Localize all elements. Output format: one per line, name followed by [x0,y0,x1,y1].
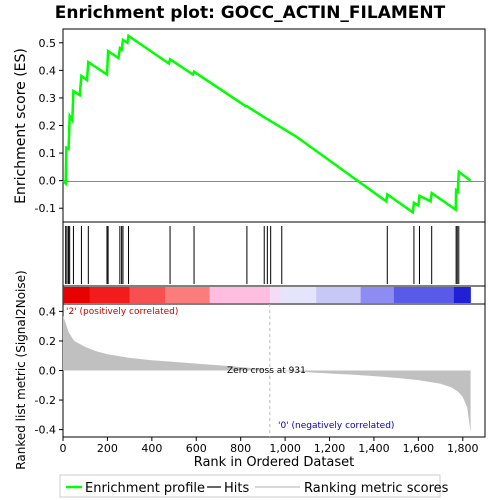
colorbar-segment [280,287,317,303]
es-y-tick-label: 0.0 [39,175,57,188]
metric-y-tick-label: 0.2 [39,335,57,348]
positive-annotation: '2' (positively correlated) [66,307,178,317]
es-y-tick-label: -0.1 [35,202,56,215]
colorbar-segment [209,287,271,303]
colorbar-segment [453,287,471,303]
chart-title: Enrichment plot: GOCC_ACTIN_FILAMENT [55,3,446,23]
colorbar-segment [89,287,130,303]
es-y-tick-label: 0.5 [39,37,57,50]
x-axis: 0 200 400 600 800 1,000 1,200 1,400 1,600 1,800 [60,437,479,455]
x-tick-label: 1,000 [269,442,301,455]
es-y-tick-label: 0.2 [39,120,57,133]
es-y-tick-label: 0.4 [39,64,57,77]
es-y-axis: -0.1 0.0 0.1 0.2 0.3 0.4 0.5 [35,37,63,215]
x-tick-label: 1,400 [358,442,390,455]
es-axis-label: Enrichment score (ES) [13,48,29,204]
x-tick-label: 0 [60,442,67,455]
legend-label-hits: Hits [224,481,249,496]
colorbar-segment [165,287,210,303]
colorbar-panel [62,285,486,305]
metric-y-tick-label: 0.4 [39,305,57,318]
legend-frame [59,474,441,498]
x-tick-label: 800 [230,442,251,455]
legend-label-enrichment: Enrichment profile [85,481,205,496]
colorbar-segment [360,287,395,303]
x-tick-label: 1,600 [403,442,435,455]
metric-y-axis: -0.4 -0.2 0.0 0.2 0.4 [35,305,63,437]
x-tick-label: 600 [186,442,207,455]
x-tick-label: 200 [97,442,118,455]
es-y-tick-label: 0.3 [39,92,57,105]
metric-axis-label: Ranked list metric (Signal2Noise) [14,270,28,469]
colorbar-segment [269,287,281,303]
metric-y-tick-label: 0.0 [39,365,57,378]
colorbar-segment [393,287,455,303]
colorbar-segment [316,287,361,303]
enrichment-profile-line [62,33,472,215]
metric-y-tick-label: -0.4 [35,424,56,437]
es-y-tick-label: 0.1 [39,147,57,160]
legend-label-ranking: Ranking metric scores [304,481,449,496]
zero-cross-annotation: Zero cross at 931 [227,366,306,376]
es-panel: -0.1 0.0 0.1 0.2 0.3 0.4 0.5 Enrichment score … [13,28,486,223]
x-tick-label: 400 [141,442,162,455]
legend: Enrichment profile Hits Ranking metric s… [59,474,449,498]
colorbar-segment [63,287,90,303]
colorbar-segment [129,287,166,303]
metric-y-tick-label: -0.2 [35,394,56,407]
negative-annotation: '0' (negatively correlated) [278,421,394,431]
metric-panel: -0.4 -0.2 0.0 0.2 0.4 '2' (positively correl… [14,270,486,470]
x-tick-label: 1,200 [314,442,346,455]
hit-lines [65,226,460,284]
ranking-metric-area [63,315,471,433]
x-tick-label: 1,800 [447,442,479,455]
colorbar [63,287,471,303]
x-axis-label: Rank in Ordered Dataset [194,455,355,470]
